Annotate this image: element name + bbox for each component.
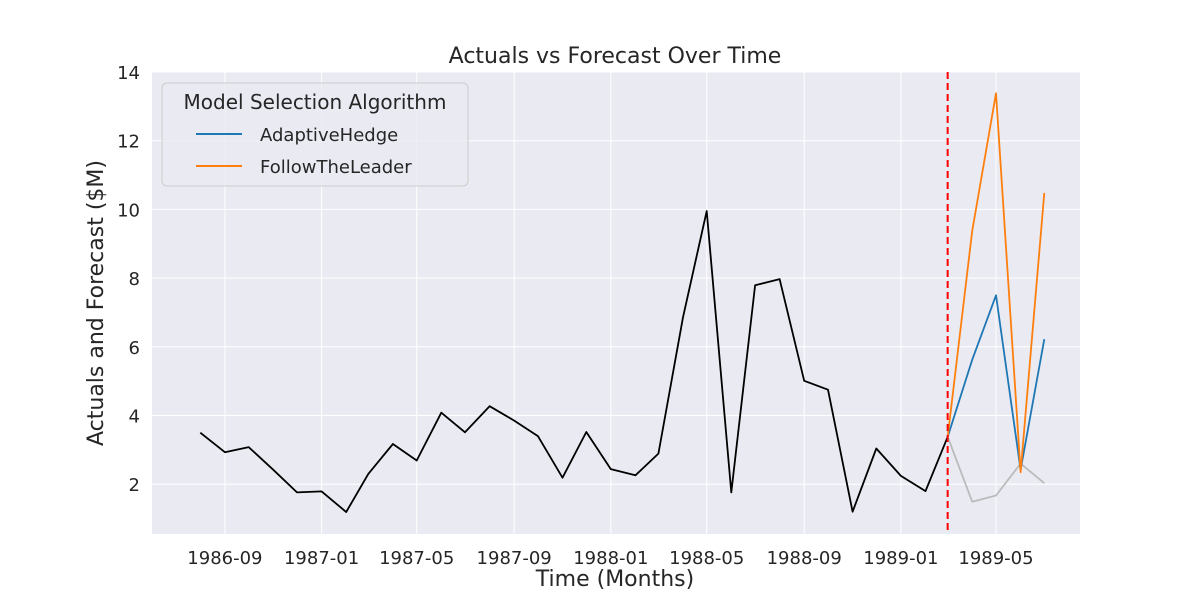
x-tick-label: 1987-09 bbox=[477, 548, 552, 569]
x-tick-label: 1989-01 bbox=[863, 548, 938, 569]
x-axis-label: Time (Months) bbox=[535, 567, 694, 592]
series-lines bbox=[199, 92, 1046, 513]
x-tick-label: 1988-01 bbox=[573, 548, 648, 569]
legend-title: Model Selection Algorithm bbox=[184, 90, 447, 114]
y-tick-label: 8 bbox=[129, 269, 140, 290]
x-tick-label: 1986-09 bbox=[187, 548, 262, 569]
x-tick-labels: 1986-09 1987-01 1987-05 1987-09 1988-01 1988-… bbox=[187, 548, 1033, 569]
y-tick-label: 10 bbox=[117, 200, 140, 221]
legend-box bbox=[161, 82, 469, 187]
x-tick-label: 1988-09 bbox=[767, 548, 842, 569]
x-tick-label: 1987-05 bbox=[379, 548, 454, 569]
series-line-1 bbox=[946, 436, 1045, 503]
y-tick-label: 14 bbox=[117, 63, 140, 84]
y-tick-label: 4 bbox=[129, 406, 140, 427]
series-line-followtheleader bbox=[946, 92, 1046, 474]
y-tick-labels: 2 4 6 8 10 12 14 bbox=[117, 63, 140, 496]
y-tick-label: 6 bbox=[129, 338, 140, 359]
series-line-0 bbox=[199, 210, 949, 513]
series-line-adaptivehedge bbox=[946, 294, 1046, 471]
y-tick-label: 12 bbox=[117, 132, 140, 153]
grid-lines bbox=[152, 71, 1080, 534]
legend-entry-adaptivehedge: AdaptiveHedge bbox=[260, 125, 398, 146]
legend-entry-followtheleader: FollowTheLeader bbox=[260, 157, 412, 178]
x-tick-label: 1987-01 bbox=[284, 548, 359, 569]
y-tick-label: 2 bbox=[129, 475, 140, 496]
chart-title: Actuals vs Forecast Over Time bbox=[449, 44, 782, 69]
y-axis-label: Actuals and Forecast ($M) bbox=[84, 160, 109, 446]
legend: Model Selection Algorithm AdaptiveHedge … bbox=[161, 82, 469, 187]
x-tick-label: 1989-05 bbox=[958, 548, 1033, 569]
x-tick-label: 1988-05 bbox=[669, 548, 744, 569]
